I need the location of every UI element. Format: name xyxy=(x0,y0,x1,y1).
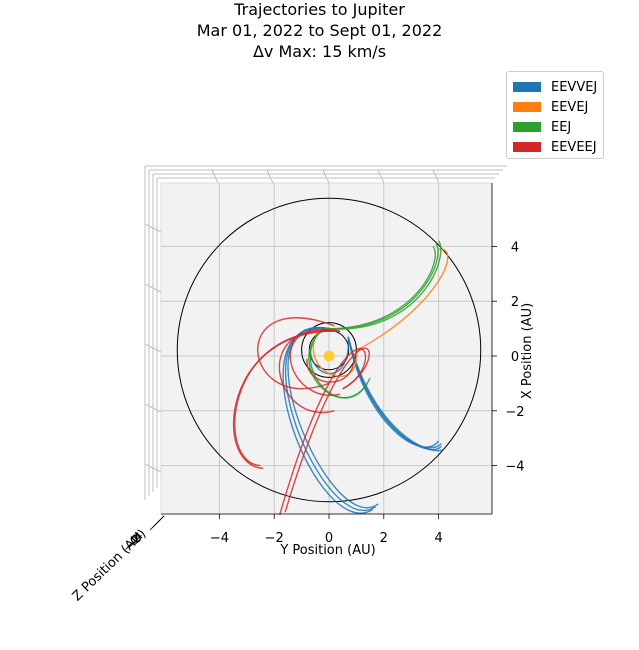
orbit-jupiter xyxy=(176,197,482,503)
pane-grid-stub xyxy=(144,463,162,473)
axes-panes xyxy=(144,165,507,531)
y-tick-label: −4 xyxy=(505,460,524,475)
trajectory-eevvej xyxy=(347,336,440,448)
legend-swatch xyxy=(513,102,541,112)
legend-swatch xyxy=(513,142,541,152)
legend-label: EEVVEJ xyxy=(551,79,598,95)
grid-lines xyxy=(161,183,492,514)
legend: EEVVEJ EEVEJ EEJ EEVEEJ xyxy=(506,71,604,159)
legend-item: EEVEJ xyxy=(513,97,597,117)
z-tick-mark xyxy=(157,515,165,523)
x-axis-label: Y Position (AU) xyxy=(279,543,375,558)
pane-grid-stub xyxy=(211,169,219,184)
trajectory-eeveej xyxy=(279,348,367,516)
y-tick-label: 2 xyxy=(511,295,519,310)
trajectory-eeveej xyxy=(257,317,335,390)
x-tick-label: −4 xyxy=(210,531,229,546)
trajectory-eevej xyxy=(356,248,449,352)
trajectory-eej xyxy=(323,246,436,330)
legend-item: EEVEEJ xyxy=(513,137,597,157)
trajectory-lines xyxy=(232,240,449,516)
trajectory-eevvej xyxy=(287,326,379,509)
y-axis-label: X Position (AU) xyxy=(520,303,535,399)
pane-grid-stub xyxy=(377,169,385,184)
x-tick-label: −2 xyxy=(265,531,284,546)
trajectory-eeveej xyxy=(306,355,355,383)
chart-title-line-1: Trajectories to Jupiter xyxy=(234,0,405,19)
x-tick-label: 2 xyxy=(380,531,388,546)
legend-item: EEVVEJ xyxy=(513,77,597,97)
pane-grid-stub xyxy=(144,223,162,233)
trajectory-eeveej xyxy=(289,328,341,396)
pane-edge xyxy=(148,169,503,496)
trajectory-eej xyxy=(323,240,442,330)
legend-label: EEVEJ xyxy=(551,99,589,115)
x-tick-label: 4 xyxy=(434,531,442,546)
trajectory-eevej xyxy=(312,331,358,378)
y-tick-label: −2 xyxy=(505,405,524,420)
legend-label: EEJ xyxy=(551,119,572,135)
sun-marker xyxy=(323,350,335,362)
legend-swatch xyxy=(513,122,541,132)
chart-title-line-3: Δv Max: 15 km/s xyxy=(252,42,387,61)
pane-grid-stub xyxy=(266,169,274,184)
pane-grid-stub xyxy=(144,403,162,413)
pane-grid-stub xyxy=(322,169,330,184)
y-tick-label: 4 xyxy=(511,240,519,255)
pane-grid-stub xyxy=(144,343,162,353)
pane-edge xyxy=(152,173,499,492)
pane-edge xyxy=(144,165,507,500)
legend-item: EEJ xyxy=(513,117,597,137)
trajectory-eej xyxy=(308,328,371,399)
trajectory-eevvej xyxy=(347,336,445,452)
pane-grid-stub xyxy=(144,283,162,293)
legend-label: EEVEEJ xyxy=(551,139,597,155)
trajectory-eeveej xyxy=(278,329,341,414)
trajectory-eevvej xyxy=(309,339,349,375)
chart-title-line-2: Mar 01, 2022 to Sept 01, 2022 xyxy=(196,21,443,40)
plot-pane xyxy=(160,182,493,515)
pane-grid-stub xyxy=(432,169,440,184)
x-tick-label: 0 xyxy=(325,531,333,546)
y-tick-label: 0 xyxy=(511,350,519,365)
trajectory-eeveej xyxy=(284,347,370,513)
z-axis-label: Z Position (AU) xyxy=(70,527,150,605)
legend-swatch xyxy=(513,82,541,92)
